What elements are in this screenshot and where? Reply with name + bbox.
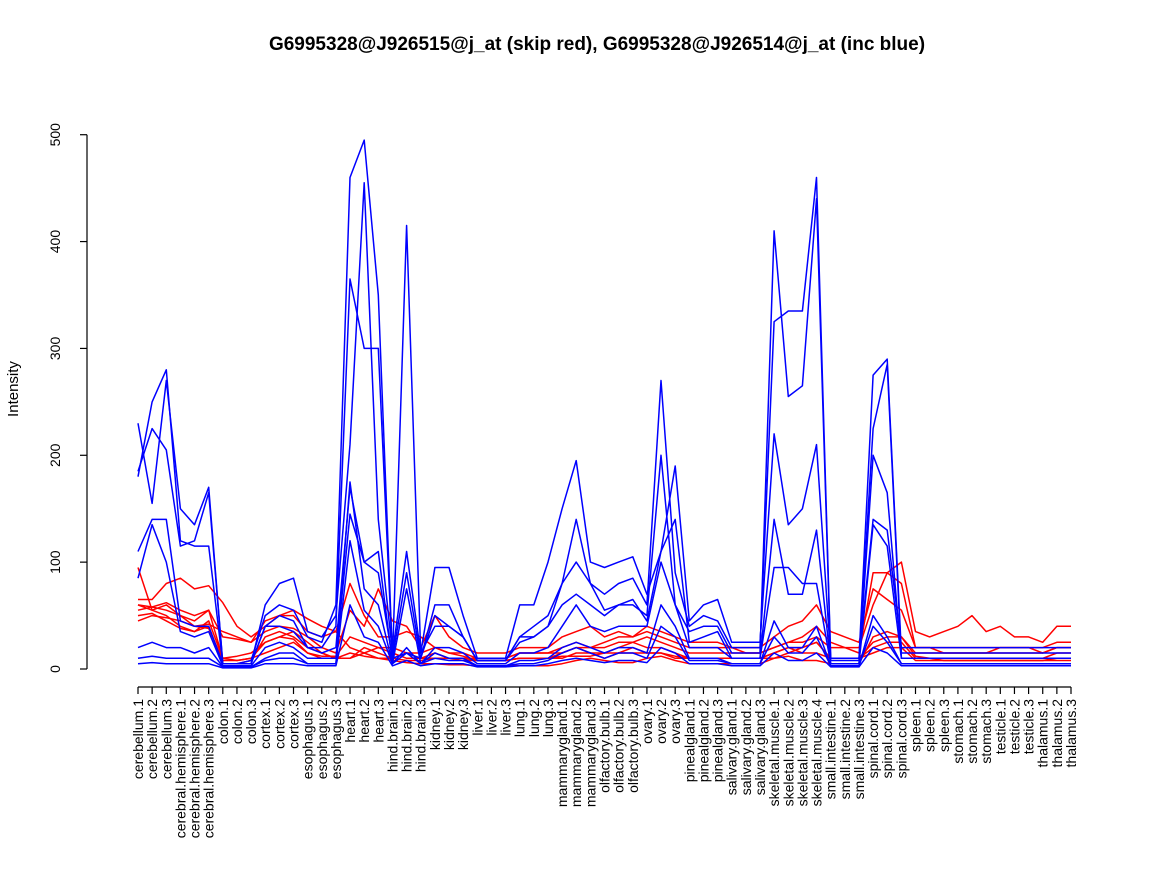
x-tick-label: thalamus.1 [1035, 699, 1051, 768]
x-tick-label: spinal.cord.2 [879, 699, 895, 779]
x-tick-label: ovary.3 [667, 699, 683, 744]
x-tick-label: spinal.cord.3 [893, 699, 909, 779]
y-tick-label: 500 [47, 123, 63, 147]
y-tick-label: 100 [47, 550, 63, 574]
x-tick-label: cortex.1 [257, 699, 273, 749]
x-tick-label: pinealgland.1 [681, 699, 697, 783]
x-tick-label: spinal.cord.1 [865, 699, 881, 779]
series-line-inc-12 [137, 513, 1071, 667]
x-tick-label: colon.3 [243, 699, 259, 744]
x-tick-label: testicle.3 [1021, 699, 1037, 754]
x-tick-label: lung.3 [540, 699, 556, 737]
series-line-skip-2 [137, 561, 1071, 662]
x-tick-label: liver.3 [498, 699, 514, 736]
x-tick-label: mammarygland.2 [568, 699, 584, 807]
x-tick-label: colon.2 [229, 699, 245, 744]
x-tick-label: salivary.gland.1 [724, 699, 740, 795]
x-tick-label: testicle.1 [992, 699, 1008, 754]
x-tick-label: small.intestine.2 [837, 699, 853, 800]
x-tick-label: cerebellum.1 [130, 699, 146, 779]
x-tick-label: thalamus.3 [1063, 699, 1079, 768]
x-tick-label: cerebral.hemisphere.3 [201, 699, 217, 839]
x-tick-label: thalamus.2 [1049, 699, 1065, 768]
x-tick-label: spleen.3 [936, 699, 952, 752]
y-axis: 0 100 200 300 400 500 [47, 123, 88, 673]
x-tick-label: cortex.2 [271, 699, 287, 749]
x-tick-label: spleen.1 [908, 699, 924, 752]
x-tick-label: mammarygland.3 [582, 699, 598, 807]
x-tick-label: small.intestine.3 [851, 699, 867, 800]
x-tick-label: kidney.3 [455, 699, 471, 750]
series-line-inc-15 [137, 604, 1071, 669]
x-tick-label: hind.brain.3 [413, 699, 429, 772]
series-line-skip-6 [137, 612, 1071, 665]
x-tick-label: skeletal.muscle.4 [809, 699, 825, 807]
x-tick-label: cerebral.hemisphere.2 [187, 699, 203, 839]
x-tick-label: heart.3 [370, 699, 386, 743]
x-tick-label: esophagus.3 [328, 699, 344, 779]
y-tick-label: 0 [47, 665, 63, 673]
x-tick-label: kidney.2 [441, 699, 457, 750]
x-tick-label: spleen.2 [922, 699, 938, 752]
x-tick-label: cerebral.hemisphere.1 [172, 699, 188, 839]
x-tick-label: lung.1 [512, 699, 528, 737]
x-tick-label: lung.2 [526, 699, 542, 737]
x-tick-label: skeletal.muscle.1 [766, 699, 782, 807]
y-tick-label: 300 [47, 337, 63, 361]
series-line-inc-8 [137, 139, 1071, 665]
x-tick-label: cortex.3 [286, 699, 302, 749]
x-tick-label: skeletal.muscle.3 [794, 699, 810, 807]
series-line-inc-10 [137, 182, 1071, 665]
x-tick-label: olfactory.bulb.3 [625, 699, 641, 793]
x-axis: cerebellum.1cerebellum.2cerebellum.3cere… [130, 686, 1079, 839]
x-tick-label: hind.brain.1 [384, 699, 400, 772]
x-tick-label: olfactory.bulb.1 [597, 699, 613, 793]
series-line-inc-13 [137, 481, 1071, 668]
x-tick-label: kidney.1 [427, 699, 443, 750]
x-tick-label: cerebellum.2 [144, 699, 160, 779]
x-tick-label: stomach.3 [978, 699, 994, 764]
x-tick-label: heart.2 [356, 699, 372, 743]
x-tick-label: liver.1 [469, 699, 485, 736]
x-tick-label: skeletal.muscle.2 [780, 699, 796, 807]
chart-title: G6995328@J926515@j_at (skip red), G69953… [269, 34, 925, 55]
y-tick-label: 200 [47, 443, 63, 467]
x-tick-label: colon.1 [215, 699, 231, 744]
x-tick-label: small.intestine.1 [823, 699, 839, 800]
x-tick-label: esophagus.2 [314, 699, 330, 779]
x-tick-label: stomach.2 [964, 699, 980, 764]
x-tick-label: ovary.1 [639, 699, 655, 744]
x-tick-label: stomach.1 [950, 699, 966, 764]
x-tick-label: ovary.2 [653, 699, 669, 744]
series-line-inc-14 [137, 540, 1071, 668]
x-tick-label: cerebellum.3 [158, 699, 174, 779]
x-tick-label: pinealgland.2 [695, 699, 711, 783]
y-tick-label: 400 [47, 230, 63, 254]
x-tick-label: esophagus.1 [300, 699, 316, 779]
x-tick-label: salivary.gland.2 [738, 699, 754, 795]
x-tick-label: testicle.2 [1006, 699, 1022, 754]
x-tick-label: hind.brain.2 [399, 699, 415, 772]
series-line-skip-5 [137, 567, 1071, 662]
y-axis-label: Intensity [5, 361, 22, 417]
x-tick-label: liver.2 [483, 699, 499, 736]
x-tick-label: mammarygland.1 [554, 699, 570, 807]
x-tick-label: heart.1 [342, 699, 358, 743]
series-group [137, 139, 1071, 669]
x-tick-label: olfactory.bulb.2 [611, 699, 627, 793]
x-tick-label: salivary.gland.3 [752, 699, 768, 795]
x-tick-label: pinealgland.3 [710, 699, 726, 783]
